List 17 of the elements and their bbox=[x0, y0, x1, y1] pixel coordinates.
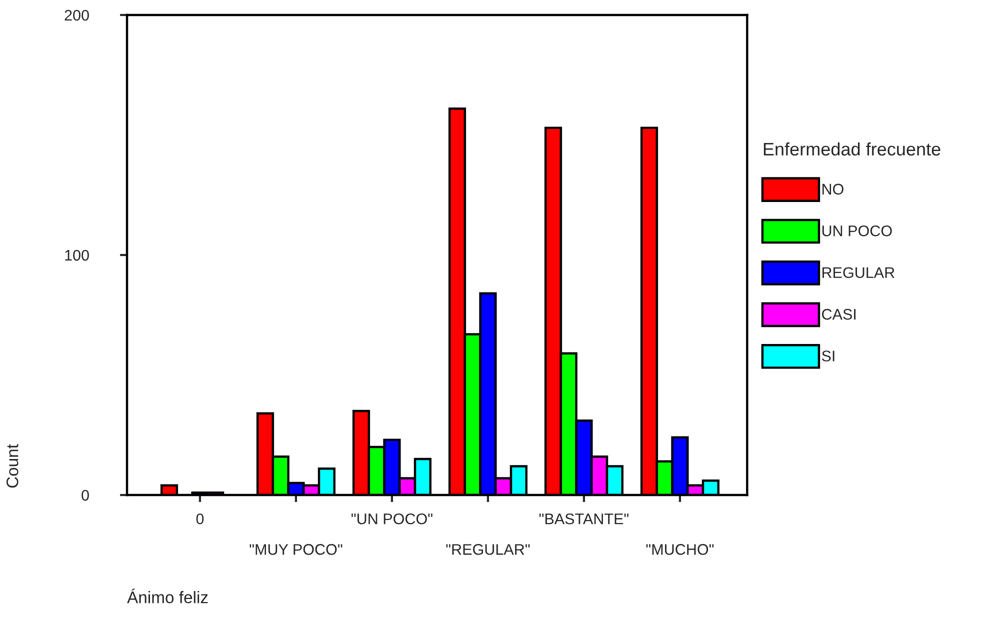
legend-title: Enfermedad frecuente bbox=[764, 142, 940, 156]
x-tick-label: "REGULAR" bbox=[446, 544, 530, 555]
x-tick-label: "UN POCO" bbox=[352, 513, 432, 524]
legend-label: NO bbox=[822, 184, 844, 195]
x-tick-label: "BASTANTE" bbox=[539, 513, 628, 524]
y-tick-label: 0 bbox=[82, 490, 89, 501]
legend-label: UN POCO bbox=[822, 225, 892, 236]
x-axis-title: Ánimo feliz bbox=[127, 588, 208, 604]
legend-label: CASI bbox=[822, 308, 856, 320]
legend-label: SI bbox=[822, 350, 834, 362]
x-tick-label: "MUCHO" bbox=[646, 544, 714, 555]
x-tick-label: "MUY POCO" bbox=[250, 544, 342, 555]
y-tick-label: 200 bbox=[64, 10, 89, 21]
y-tick-label: 100 bbox=[65, 250, 89, 261]
x-tick-label: 0 bbox=[196, 513, 204, 524]
y-axis-title: Count bbox=[6, 444, 18, 488]
legend-label: REGULAR bbox=[822, 267, 894, 278]
